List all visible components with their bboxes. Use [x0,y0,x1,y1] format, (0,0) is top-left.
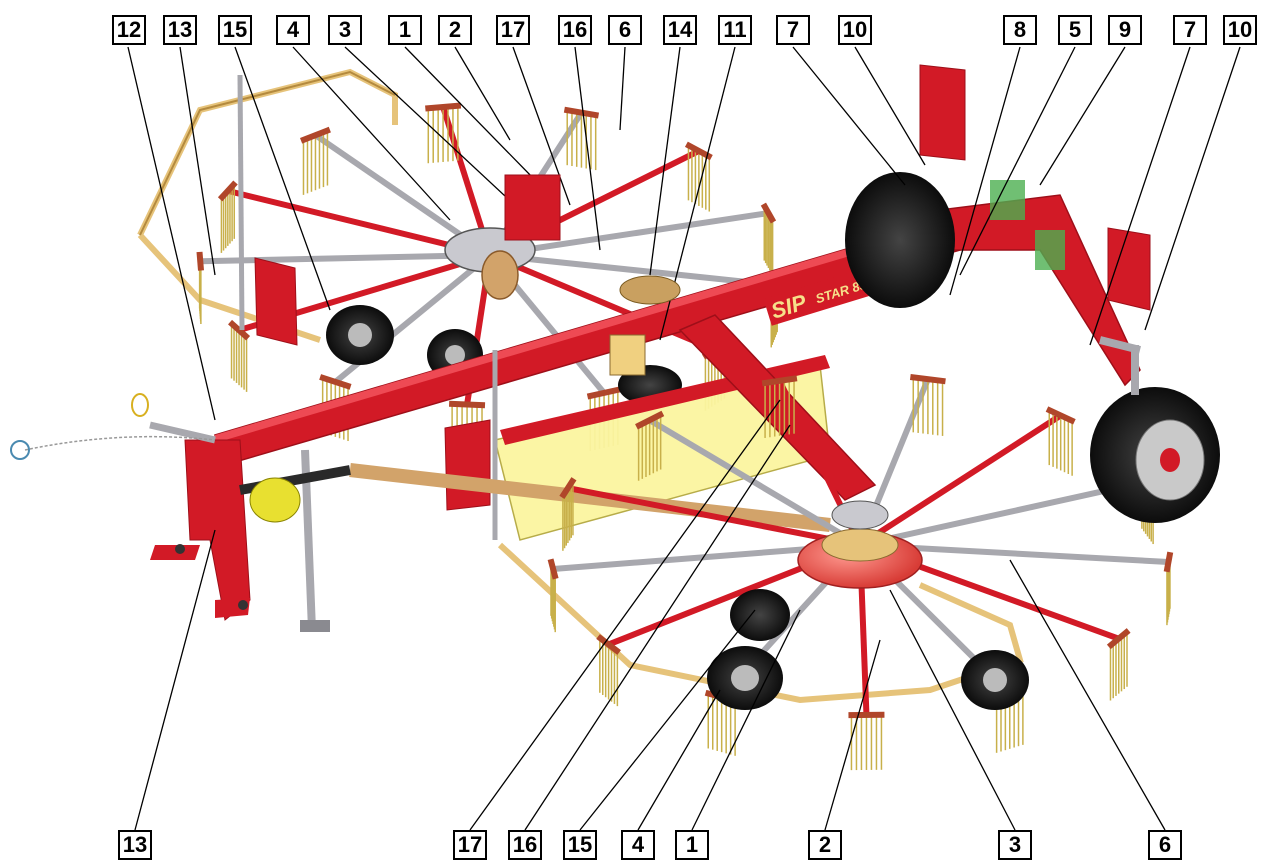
tine-group [563,106,600,171]
tine-group [217,180,238,253]
tine-group [559,477,577,551]
tine-group [228,319,251,392]
top-callout-2: 2 [438,15,472,45]
top-callout-9: 9 [1108,15,1142,45]
top-callout-14: 14 [663,15,697,45]
headstock [184,439,251,621]
top-callout-6: 6 [608,15,642,45]
top-callout-5: 5 [1058,15,1092,45]
tine-arm [858,412,1063,548]
right-rotor [497,373,1174,771]
tine-arm [567,485,861,548]
bottom-callout-4: 4 [621,830,655,860]
wheel [730,589,790,641]
tine-group [299,126,331,195]
tine-group [760,202,777,276]
right-rotor-guard [497,542,1024,704]
top-callout-4: 4 [276,15,310,45]
top-callout-8: 8 [1003,15,1037,45]
right-rotor-wheels [707,589,1029,710]
bottom-callout-1: 1 [675,830,709,860]
tine-group [1106,628,1131,701]
bottom-callout-17: 17 [453,830,487,860]
tine-group [196,251,204,324]
top-callout-15: 15 [218,15,252,45]
tine-arm [489,210,769,258]
bottom-callout-3: 3 [998,830,1032,860]
top-callout-3: 3 [328,15,362,45]
left-rotor-wheels [326,305,682,405]
top-callout-16: 16 [558,15,592,45]
tine-arm [489,252,775,288]
tine-arm [200,252,491,265]
bottom-callout-13: 13 [118,830,152,860]
transport-wheels [845,172,1220,523]
tine-group [635,410,665,481]
top-callout-7: 7 [1173,15,1207,45]
tine-arm [488,252,717,353]
tine-group [596,634,621,707]
tine-group [1045,406,1076,476]
top-callout-17: 17 [496,15,530,45]
bottom-callout-16: 16 [508,830,542,860]
top-callout-12: 12 [112,15,146,45]
main-frame [10,64,1151,632]
leader-lines [127,46,1241,831]
tine-group [547,558,559,633]
tine-group [1163,551,1174,626]
transport-wheel [845,172,955,308]
top-callout-10: 10 [1223,15,1257,45]
tine-arm [859,478,1149,548]
bottom-callout-2: 2 [808,830,842,860]
top-callout-11: 11 [718,15,752,45]
top-callout-13: 13 [163,15,197,45]
bottom-callout-15: 15 [563,830,597,860]
tine-group [848,711,885,771]
tine-group [909,373,946,436]
gearbox [504,174,681,376]
top-callout-10: 10 [838,15,872,45]
tine-arm [648,417,862,548]
top-callout-7: 7 [776,15,810,45]
top-callout-1: 1 [388,15,422,45]
bottom-callout-6: 6 [1148,830,1182,860]
